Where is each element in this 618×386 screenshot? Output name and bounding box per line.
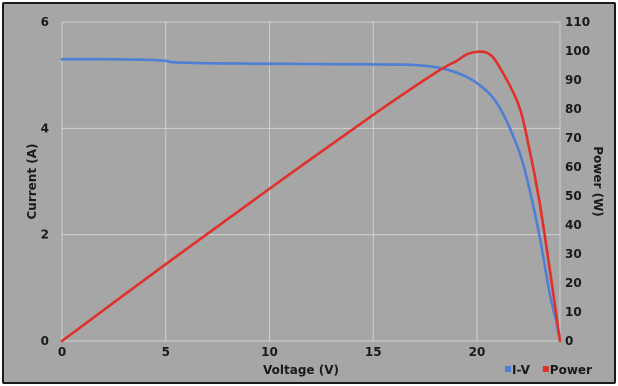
legend-swatch-power (542, 366, 549, 372)
y-right-tick-label: 20 (565, 276, 582, 290)
legend-label-power: Power (550, 363, 592, 377)
y-right-tick-label: 30 (565, 247, 582, 261)
x-tick-label: 15 (365, 345, 382, 359)
y-right-tick-label: 100 (565, 44, 590, 58)
y-right-tick-label: 10 (565, 305, 582, 319)
y-right-tick-label: 110 (565, 15, 590, 29)
y-left-tick-label: 4 (41, 121, 49, 135)
y-left-axis-title: Current (A) (25, 143, 39, 219)
y-right-tick-label: 90 (565, 73, 582, 87)
y-left-tick-label: 6 (41, 15, 49, 29)
y-left-tick-label: 0 (41, 334, 49, 348)
legend: I-V Power (505, 363, 592, 377)
x-tick-label: 0 (58, 345, 66, 359)
y-right-tick-label: 0 (565, 334, 573, 348)
y-right-tick-label: 80 (565, 102, 582, 116)
grid (61, 21, 561, 342)
y-right-tick-label: 70 (565, 131, 582, 145)
series-line-i-v (60, 57, 562, 343)
x-tick-label: 10 (261, 345, 278, 359)
legend-swatch-i-v (505, 366, 511, 372)
legend-label-i-v: I-V (512, 363, 531, 377)
y-left-tick-label: 2 (41, 228, 49, 242)
x-axis-title: Voltage (V) (263, 363, 339, 377)
y-right-tick-label: 40 (565, 218, 582, 232)
series-layer (60, 50, 562, 343)
x-tick-label: 20 (469, 345, 486, 359)
series-line-power (60, 50, 562, 343)
y-right-tick-label: 50 (565, 189, 582, 203)
x-tick-label: 5 (162, 345, 170, 359)
axes-layer: 0 5 10 15 2002460102030405060708090100110Vol… (25, 15, 605, 377)
y-right-axis-title: Power (W) (591, 146, 605, 217)
y-right-tick-label: 60 (565, 160, 582, 174)
iv-power-chart: 0 5 10 15 2002460102030405060708090100110Vol… (25, 15, 605, 377)
